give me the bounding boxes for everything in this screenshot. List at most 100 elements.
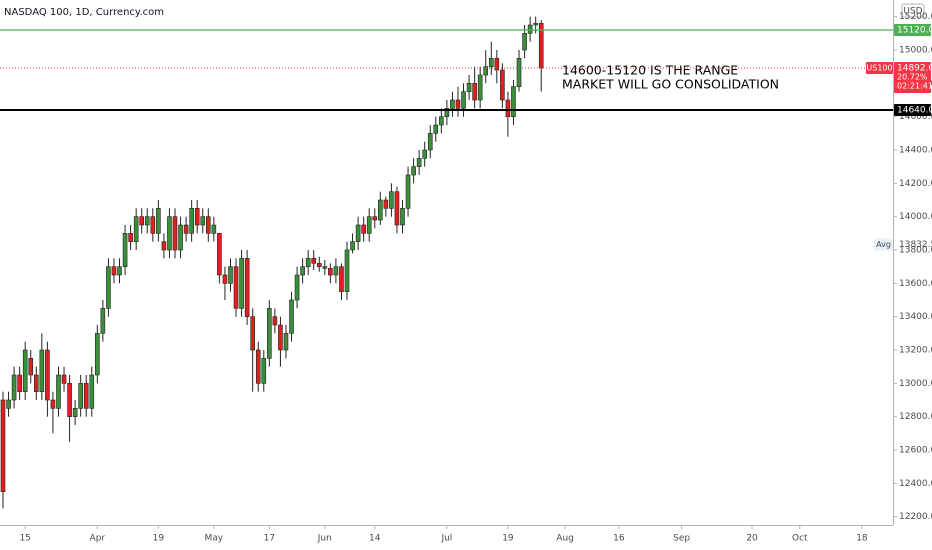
candle-body [411,166,416,176]
candle-body [444,108,450,117]
candle-body [50,399,56,409]
x-tick-label: 14 [369,534,381,544]
candle-body [483,66,489,76]
candle-body [439,116,444,126]
x-tick-label: 16 [613,534,625,544]
candle-body [200,216,206,226]
y-tick-label: 13600.0 [899,279,932,289]
candle-body [533,23,538,26]
candle-body [56,374,61,409]
candle-body [0,399,6,492]
candle-body [150,216,156,234]
candle-body [161,241,167,251]
candle-body [538,23,544,69]
candle-body [211,224,217,234]
candle-body [250,316,255,351]
candle-body [233,266,239,309]
candle-body [133,216,139,242]
chart-title: NASDAQ 100, 1D, Currency.com [4,7,164,18]
candle-body [455,99,461,109]
candle-body [106,266,111,309]
x-tick-label: 19 [153,534,165,544]
candle-body [178,224,183,251]
candle-body [183,224,189,234]
candle-body [500,69,505,101]
annotation: MARKET WILL GO CONSOLIDATION [562,77,779,92]
candle-body [189,208,194,234]
candle-body [205,216,211,234]
x-tick-label: 17 [264,534,275,544]
y-tick-label: 12200.0 [899,512,932,522]
x-tick-label: May [205,534,224,544]
y-tick-label: 13400.0 [899,312,932,322]
candle-body [522,33,527,51]
level-label: 14640.0 [897,106,932,116]
candle-body [300,266,305,276]
candle-body [328,268,333,276]
y-tick-label: 12800.0 [899,412,932,422]
change-label: 20.72% [897,73,928,82]
currency-box[interactable] [901,3,925,18]
candle-body [505,99,511,117]
candle-body [527,24,533,34]
candle-body [255,349,261,384]
candle-body [350,241,355,251]
candle-body [100,308,106,334]
candle-body [394,191,400,226]
candle-body [194,208,200,226]
x-tick-label: Oct [792,534,808,544]
candle-body [239,258,244,309]
candle-body [222,274,228,284]
y-tick-label: 14400.0 [899,146,932,156]
candle-body [344,249,350,292]
candle-body [156,208,161,234]
candle-body [28,358,34,376]
candle-body [128,233,133,242]
avg-name-tag [874,238,893,251]
candle-body [22,349,28,392]
candle-body [228,266,233,284]
y-tick-label: 14000.0 [899,212,932,222]
x-tick-label: Sep [673,534,690,544]
candle-body [488,58,494,67]
y-tick-label: 13800.0 [899,246,932,256]
candle-body [378,199,383,221]
x-tick-label: Jun [317,534,332,544]
candle-body [139,216,145,226]
x-tick-label: 15 [19,534,30,544]
candle-body [366,216,372,234]
candle-body [372,216,378,221]
x-tick-label: Aug [556,534,574,544]
candle-body [516,58,522,87]
y-tick-label: 13000.0 [899,379,932,389]
y-tick-label: 15200.0 [899,12,932,22]
candle-body [450,99,455,109]
countdown-label: 02:21:41 [897,82,932,91]
candle-body [466,83,472,92]
level-label: 15120.0 [897,26,932,36]
candle-body [45,349,50,401]
currency[interactable]: USD [903,7,922,17]
y-tick-label: 12400.0 [899,479,932,489]
candle-body [311,258,317,264]
annotation: 14600-15120 IS THE RANGE [562,63,738,78]
y-tick-label: 15000.0 [899,46,932,56]
candle-body [78,383,83,409]
y-tick-label: 13200.0 [899,346,932,356]
candle-body [477,74,483,101]
y-tick-label: 12600.0 [899,446,932,456]
candle-body [383,199,389,209]
x-tick-label: 19 [502,534,514,544]
candle-body [289,299,294,334]
candle-body [511,86,516,117]
price-tag [894,62,931,93]
candle-body [278,324,283,351]
candle-body [400,208,405,226]
candle-body [294,274,300,301]
candle-body [472,83,477,101]
x-tick-label: Apr [90,534,106,544]
candle-body [494,58,500,71]
candle-body [333,266,339,276]
